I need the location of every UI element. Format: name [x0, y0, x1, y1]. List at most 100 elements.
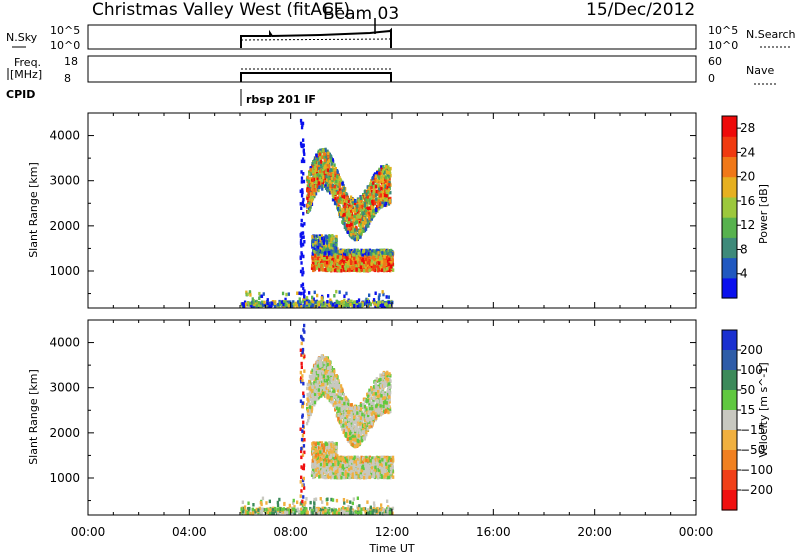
echo-cell [387, 262, 391, 266]
echo-cell [320, 246, 323, 251]
echo-cell [317, 164, 320, 169]
beam-label: Beam 03 [323, 4, 399, 24]
echo-cell [339, 196, 342, 201]
ground-scatter-cell [371, 300, 375, 304]
echo-cell [379, 180, 382, 184]
echo-cell [325, 180, 328, 184]
echo-cell [357, 249, 360, 254]
ground-scatter-cell [327, 508, 330, 513]
echo-cell [369, 182, 372, 186]
echo-cell [376, 190, 380, 194]
echo-cell [355, 226, 358, 230]
echo-cell [359, 217, 362, 221]
echo-cell [360, 199, 363, 203]
echo-cell [334, 254, 338, 258]
echo-cell [326, 186, 329, 191]
echo-cell [339, 179, 343, 183]
echo-cell [373, 256, 376, 261]
echo-cell [306, 175, 309, 180]
echo-cell [346, 266, 350, 270]
echo-cell [383, 184, 386, 188]
echo-cell [343, 198, 346, 202]
ground-scatter-cell [348, 299, 351, 304]
echo-cell [359, 235, 362, 239]
echo-cell [353, 221, 356, 226]
echo-cell [338, 268, 341, 273]
ground-scatter-cell [309, 500, 312, 505]
echo-cell [366, 263, 369, 268]
echo-cell [335, 169, 339, 173]
ground-scatter-cell [377, 297, 381, 302]
echo-cell [367, 268, 370, 272]
echo-cell [316, 245, 320, 250]
y-tick-label: 1000 [49, 264, 80, 278]
noise-cell [300, 125, 304, 130]
echo-cell [362, 219, 365, 224]
noise-cell [302, 286, 305, 291]
echo-cell [309, 182, 312, 187]
ground-scatter-cell [304, 508, 307, 513]
echo-cell [376, 198, 379, 203]
echo-cell [364, 425, 368, 429]
echo-cell [383, 264, 386, 269]
echo-cell [355, 263, 358, 268]
ground-scatter-cell [242, 304, 245, 309]
echo-cell [358, 229, 361, 234]
echo-cell [373, 172, 377, 176]
echo-cell [389, 374, 392, 378]
echo-cell [344, 249, 347, 254]
ground-scatter-cell [302, 298, 305, 302]
ground-scatter-cell [324, 302, 327, 306]
echo-cell [332, 186, 336, 191]
echo-cell [389, 253, 392, 257]
echo-cell [378, 385, 382, 390]
echo-cell [324, 160, 327, 165]
echo-cell [343, 267, 346, 272]
echo-cell [377, 176, 380, 180]
echo-cell [380, 175, 383, 179]
echo-cell [351, 253, 354, 257]
echo-cell [374, 185, 378, 189]
echo-cell [352, 259, 355, 263]
echo-cell [330, 252, 333, 257]
echo-cell [328, 264, 331, 269]
ground-scatter-cell [316, 293, 319, 298]
ground-scatter-cell [378, 511, 382, 516]
echo-cell [381, 251, 384, 255]
echo-cell [380, 204, 383, 209]
ground-scatter-cell [345, 291, 348, 296]
echo-cell [385, 165, 388, 169]
echo-cell [385, 267, 389, 271]
y-tick-label: 3000 [49, 174, 80, 188]
echo-cell [357, 198, 360, 203]
ground-scatter-cell [354, 510, 357, 514]
echo-cell [372, 194, 375, 199]
echo-cell [344, 265, 347, 269]
ground-scatter-cell [312, 505, 316, 509]
ground-scatter-cell [305, 303, 309, 307]
echo-cell [328, 243, 331, 248]
ground-scatter-cell [336, 300, 339, 305]
echo-cell [317, 188, 320, 193]
ground-scatter-cell [290, 305, 294, 309]
echo-cell [314, 167, 318, 171]
echo-cell [365, 432, 368, 437]
echo-cell [345, 215, 348, 219]
ground-scatter-cell [274, 305, 277, 309]
echo-cell [388, 175, 391, 179]
echo-cell [323, 268, 326, 272]
nave-tick-bottom: 0 [708, 72, 715, 85]
noise-cell [302, 179, 306, 184]
ground-scatter-cell [328, 512, 331, 516]
echo-cell [347, 439, 350, 443]
echo-cell [390, 265, 393, 269]
echo-cell [338, 205, 342, 210]
ground-scatter-cell [329, 301, 333, 305]
ground-scatter-cell [274, 509, 277, 513]
echo-cell [387, 410, 390, 415]
echo-cell [308, 173, 311, 177]
ground-scatter-cell [376, 506, 379, 511]
ground-scatter-cell [351, 305, 354, 309]
echo-cell [358, 268, 361, 272]
echo-cell [387, 202, 391, 206]
